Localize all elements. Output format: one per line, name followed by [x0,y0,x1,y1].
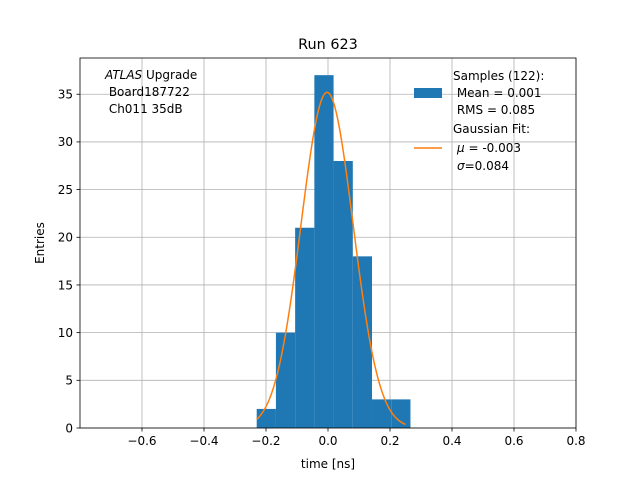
y-tick-label: 5 [65,374,73,388]
sigma-symbol: σ [457,159,465,173]
y-tick-label: 0 [65,421,73,435]
x-tick-label: 0.2 [380,434,399,448]
gaussian-fit-line [256,91,406,426]
x-tick-label: 0.6 [504,434,523,448]
histogram-bar [352,256,373,428]
histogram-bar [391,399,411,428]
histogram-bar [314,75,334,428]
x-axis-label: time [ns] [301,457,355,471]
legend-fit-mu: μ = -0.003 [456,141,521,155]
x-tick-label: −0.2 [251,434,280,448]
x-axis-ticks: −0.6 −0.4 −0.2 0.0 0.2 0.4 0.6 0.8 [127,428,586,448]
y-tick-label: 35 [58,88,73,102]
mu-value: = -0.003 [465,141,521,155]
chart-title: Run 623 [298,37,358,53]
x-tick-label: −0.6 [127,434,156,448]
x-tick-label: 0.4 [442,434,461,448]
histogram-bar [295,227,315,428]
y-axis-ticks: 0 5 10 15 20 25 30 35 [58,88,80,435]
legend-samples-line-2: Mean = 0.001 [453,86,542,100]
y-tick-label: 25 [58,183,73,197]
mu-symbol: μ [456,141,465,155]
y-tick-label: 30 [58,135,73,149]
histogram-bar [256,408,276,428]
upgrade-label: Upgrade [142,68,197,82]
histogram-bars [256,75,411,428]
legend-samples-swatch [414,88,442,98]
annotation-line-1: ATLAS Upgrade [104,68,197,82]
legend: Samples (122): Mean = 0.001 RMS = 0.085 … [414,69,544,173]
histogram-bar [333,160,353,428]
y-tick-label: 20 [58,231,73,245]
run-annotation: ATLAS Upgrade Board187722 Ch011 35dB [104,68,197,116]
x-tick-label: −0.4 [189,434,218,448]
y-axis-label: Entries [33,222,47,264]
legend-samples-line-1: Samples (122): [453,69,544,83]
y-tick-label: 15 [58,278,73,292]
legend-samples-line-3: RMS = 0.085 [453,103,535,117]
x-tick-label: 0.0 [318,434,337,448]
y-tick-label: 10 [58,326,73,340]
sigma-value: =0.084 [465,159,509,173]
x-tick-label: 0.8 [566,434,585,448]
legend-fit-sigma: σ=0.084 [457,159,509,173]
annotation-line-2: Board187722 [105,85,190,99]
histogram-bar [372,399,392,428]
atlas-label: ATLAS [104,68,143,82]
legend-fit-title: Gaussian Fit: [453,122,530,136]
annotation-line-3: Ch011 35dB [105,102,183,116]
histogram-bar [275,332,296,428]
